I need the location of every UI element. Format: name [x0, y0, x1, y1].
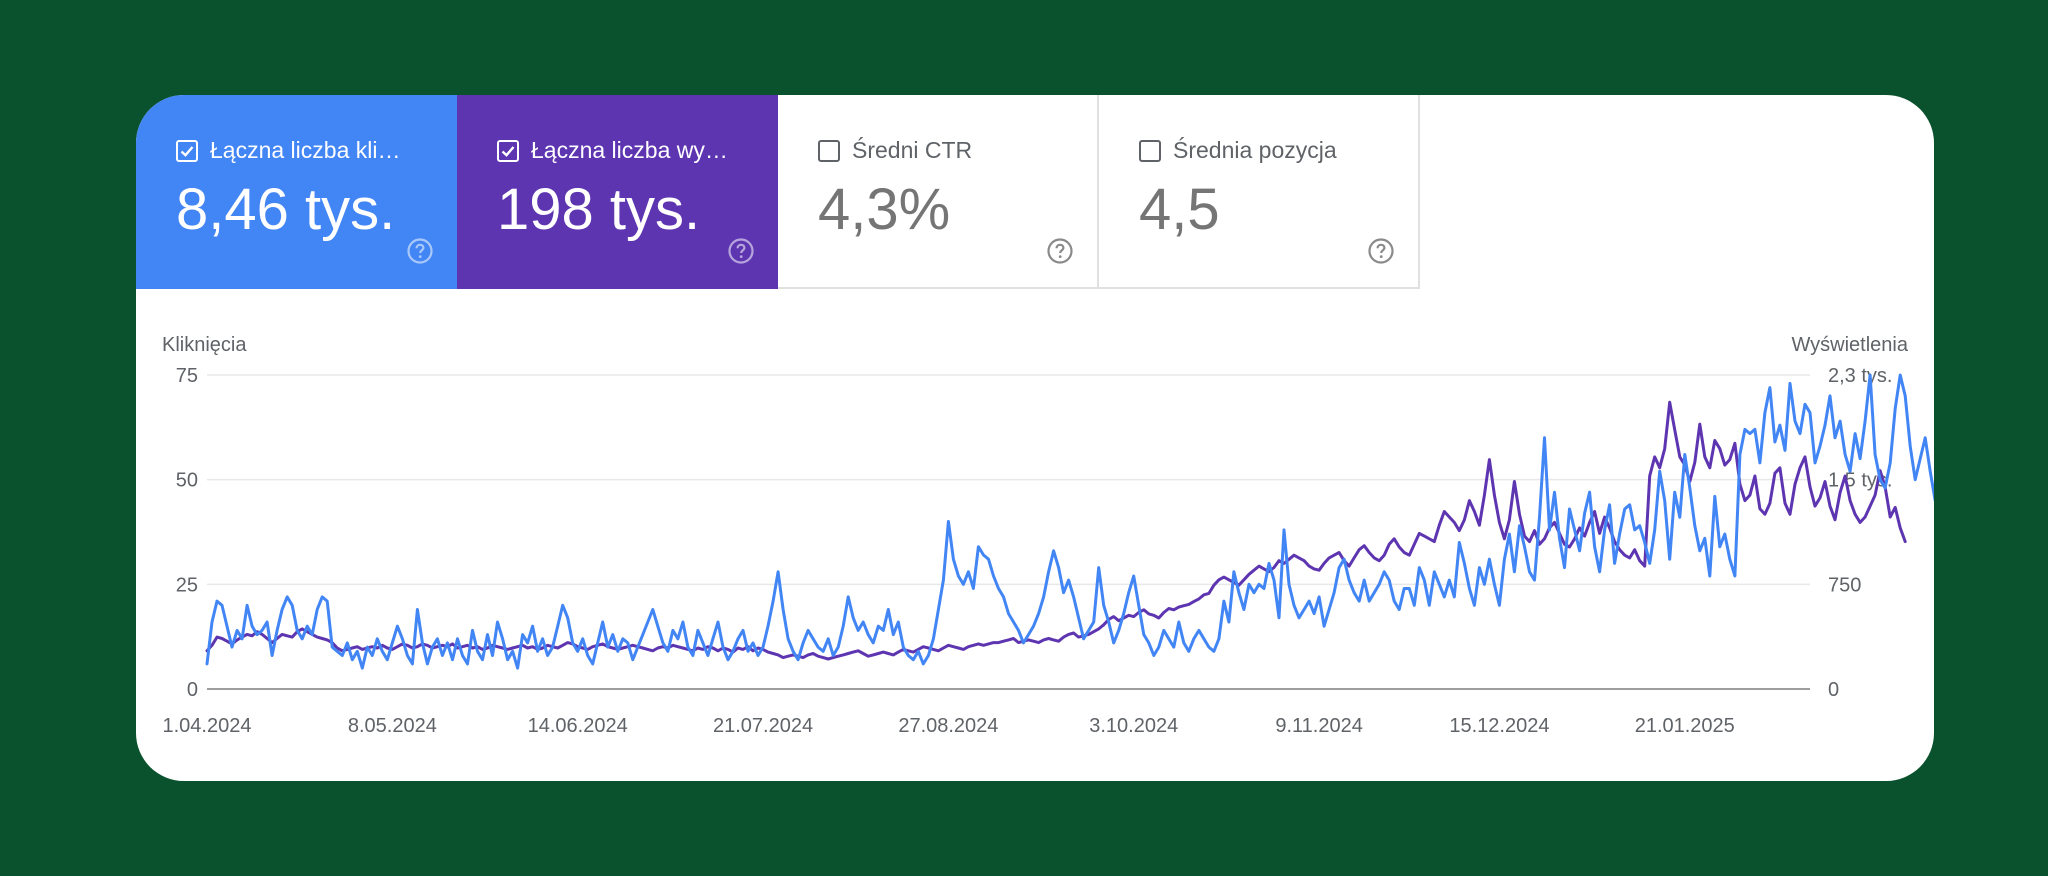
tile-average-position[interactable]: Średnia pozycja 4,5 [1099, 95, 1420, 289]
x-tick-label: 9.11.2024 [1275, 715, 1363, 737]
right-tick-label: 2,3 tys. [1828, 365, 1892, 387]
x-tick-label: 8.05.2024 [348, 715, 437, 737]
x-tick-label: 15.12.2024 [1449, 715, 1549, 737]
checkmark-icon [501, 145, 515, 157]
tile-header: Średnia pozycja [1139, 137, 1337, 164]
help-circle-icon[interactable] [406, 237, 434, 265]
series-line-impressions [205, 400, 1907, 661]
left-axis-title: Kliknięcia [162, 334, 247, 356]
right-tick-label: 750 [1828, 574, 1861, 596]
x-tick-label: 21.01.2025 [1635, 715, 1735, 737]
right-tick-label: 0 [1828, 679, 1839, 701]
checkbox-unchecked-icon[interactable] [818, 139, 840, 162]
left-tick-label: 75 [176, 365, 198, 387]
right-axis-title: Wyświetlenia [1791, 334, 1908, 356]
performance-card: Łączna liczba klik… 8,46 tys. Łączna lic… [136, 95, 1934, 781]
tile-total-clicks[interactable]: Łączna liczba klik… 8,46 tys. [136, 95, 457, 289]
metric-tiles: Łączna liczba klik… 8,46 tys. Łączna lic… [136, 95, 1420, 289]
series-line-clicks [205, 373, 1934, 670]
tile-header: Łączna liczba wy… [497, 137, 728, 164]
x-axis-ticks: 1.04.2024 8.05.2024 14.06.2024 21.07.2024 27… [163, 715, 1735, 737]
tile-header: Średni CTR [818, 137, 972, 164]
tile-value: 198 tys. [497, 177, 701, 242]
help-circle-icon[interactable] [727, 237, 755, 265]
x-tick-label: 3.10.2024 [1089, 715, 1178, 737]
left-tick-label: 25 [176, 574, 198, 596]
checkmark-icon [180, 145, 194, 157]
tile-value: 4,3% [818, 177, 951, 242]
tile-average-ctr[interactable]: Średni CTR 4,3% [778, 95, 1099, 289]
checkbox-checked-icon[interactable] [497, 139, 519, 162]
tile-value: 4,5 [1139, 177, 1220, 242]
checkbox-unchecked-icon[interactable] [1139, 139, 1161, 162]
tile-value: 8,46 tys. [176, 177, 396, 242]
tile-total-impressions[interactable]: Łączna liczba wy… 198 tys. [457, 95, 778, 289]
help-circle-icon[interactable] [1046, 237, 1074, 265]
x-tick-label: 14.06.2024 [528, 715, 628, 737]
left-axis-ticks: 0 25 50 75 [176, 365, 198, 701]
chart-series [205, 373, 1934, 670]
left-tick-label: 0 [187, 679, 198, 701]
x-tick-label: 27.08.2024 [898, 715, 998, 737]
x-tick-label: 1.04.2024 [163, 715, 252, 737]
left-tick-label: 50 [176, 470, 198, 492]
checkbox-checked-icon[interactable] [176, 139, 198, 162]
help-circle-icon[interactable] [1367, 237, 1395, 265]
x-tick-label: 21.07.2024 [713, 715, 813, 737]
tile-header: Łączna liczba klik… [176, 137, 410, 164]
